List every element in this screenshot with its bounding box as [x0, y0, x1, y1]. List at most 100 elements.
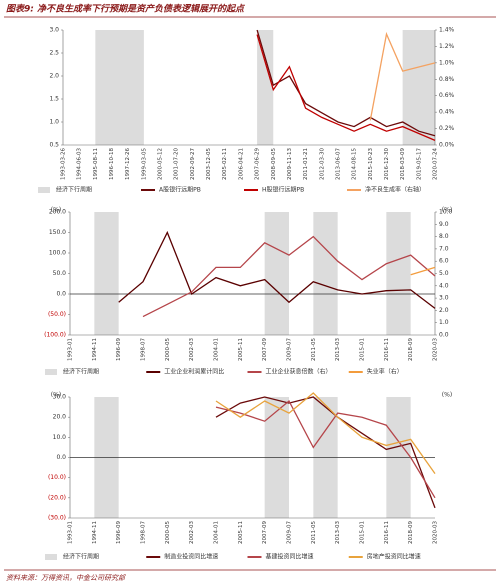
y-tick-label: 2.0	[49, 73, 59, 80]
y2-unit: (%)	[442, 392, 452, 399]
x-tick-label: 2007-06-29	[255, 148, 261, 180]
y-tick-label: 0.5	[49, 142, 59, 149]
y2-unit: (%)	[442, 207, 452, 214]
x-tick-label: 2000-05	[165, 521, 171, 544]
legend-label: 经济下行周期	[63, 553, 99, 561]
y-tick-label: 200.0	[49, 209, 66, 216]
x-tick-label: 2012-03-30	[319, 148, 325, 180]
x-tick-label: 2005-11	[238, 521, 244, 544]
y2-tick-label: 0.0	[439, 332, 449, 339]
y2-tick-label: 3.0	[439, 295, 449, 302]
x-tick-label: 2016-11	[384, 338, 390, 361]
x-tick-label: 2018-09	[408, 338, 414, 361]
y-tick-label: (100.0)	[44, 332, 66, 339]
legend-swatch	[45, 554, 57, 560]
legend-label: 基建投资同比增速	[266, 553, 314, 561]
series-line	[256, 29, 436, 137]
y2-tick-label: 4.0	[439, 282, 449, 289]
y2-tick-label: 0.0%	[439, 142, 455, 149]
legend-label: 经济下行周期	[63, 368, 99, 376]
y-tick-label: 10.0	[53, 434, 67, 441]
source-note: 资料来源：万得资讯，中金公司研究部	[6, 574, 126, 582]
y-tick-label: 0.0	[56, 454, 66, 461]
y-tick-label: 3.0	[49, 27, 59, 34]
legend-label: A股银行远期PB	[159, 186, 201, 194]
x-tick-label: 2004-01	[214, 338, 220, 361]
series-line	[410, 266, 436, 276]
x-tick-label: 1997-12-26	[125, 148, 131, 180]
x-tick-label: 1993-01	[68, 521, 74, 544]
legend-label: 房地产投资同比增速	[367, 553, 421, 561]
x-tick-label: 1996-09	[116, 338, 122, 361]
y-tick-label: 30.0	[53, 394, 67, 401]
x-tick-label: 2014-08-15	[352, 148, 358, 180]
x-tick-label: 2007-09	[262, 338, 268, 361]
legend-label: 经济下行周期	[56, 186, 92, 194]
x-tick-label: 2011-01-21	[303, 148, 309, 180]
legend-swatch	[45, 369, 57, 375]
x-tick-label: 2016-12-30	[384, 148, 390, 180]
x-tick-label: 2016-11	[384, 521, 390, 544]
x-tick-label: 1996-09	[116, 521, 122, 544]
x-tick-label: 2011-05	[311, 521, 317, 544]
y-unit: (%)	[51, 392, 61, 399]
y2-tick-label: 2.0	[439, 307, 449, 314]
y-tick-label: 0.0	[56, 291, 66, 298]
x-tick-label: 1993-03-26	[61, 148, 67, 180]
x-tick-label: 2020-03	[433, 521, 439, 544]
x-tick-label: 2006-04-21	[238, 148, 244, 180]
y-tick-label: 100.0	[49, 250, 66, 257]
y-tick-label: 1.0	[49, 119, 59, 126]
legend-label: 工业企业利润累计同比	[164, 368, 224, 376]
x-tick-label: 2007-09	[262, 521, 268, 544]
y-tick-label: (20.0)	[48, 494, 66, 501]
x-tick-label: 2002-03	[189, 521, 195, 544]
x-tick-label: 2013-03	[335, 338, 341, 361]
x-tick-label: 2000-05	[165, 338, 171, 361]
y2-tick-label: 9.0	[439, 221, 449, 228]
x-tick-label: 2009-07	[287, 338, 293, 361]
y2-tick-label: 6.0	[439, 258, 449, 265]
legend-label: 制造业投资同比增速	[164, 553, 218, 561]
x-tick-label: 2005-11	[238, 338, 244, 361]
y-tick-label: (50.0)	[48, 311, 66, 318]
x-tick-label: 1994-11	[92, 338, 98, 361]
y2-tick-label: 7.0	[439, 245, 449, 252]
y-tick-label: (30.0)	[48, 515, 66, 522]
y-tick-label: 1.5	[49, 96, 59, 103]
x-tick-label: 2020-07-24	[433, 148, 439, 180]
x-tick-label: 1993-01	[68, 338, 74, 361]
y2-tick-label: 0.2%	[439, 125, 455, 132]
series-line	[118, 230, 436, 309]
y2-tick-label: 0.8%	[439, 76, 455, 83]
y-tick-label: 150.0	[49, 229, 66, 236]
x-tick-label: 2002-09-27	[190, 148, 196, 180]
y2-tick-label: 1.4%	[439, 27, 455, 34]
downturn-band	[264, 212, 289, 335]
x-tick-label: 1995-08-11	[93, 148, 99, 180]
series-line	[215, 396, 436, 509]
legend-swatch	[38, 187, 50, 193]
legend-label: 失业率（右）	[367, 368, 403, 376]
legend-label: H股银行远期PB	[262, 186, 304, 194]
y2-tick-label: 0.4%	[439, 109, 455, 116]
x-tick-label: 2005-02-11	[222, 148, 228, 180]
y2-tick-label: 1.2%	[439, 43, 455, 50]
y2-tick-label: 0.6%	[439, 92, 455, 99]
legend-label: 工业企业获息倍数（右）	[266, 368, 332, 376]
figure-title: 图表9: 净不良生成率下行预期是资产负债表逻辑展开的起点	[6, 4, 246, 15]
downturn-band	[94, 212, 119, 335]
downturn-band	[402, 30, 435, 145]
x-tick-label: 2015-10-23	[368, 148, 374, 180]
x-tick-label: 2018-03-09	[400, 148, 406, 180]
series-line	[215, 399, 436, 499]
downturn-band	[95, 30, 144, 145]
y2-tick-label: 1.0	[439, 319, 449, 326]
series-line	[142, 235, 436, 318]
series-line	[256, 34, 436, 141]
downturn-band	[257, 30, 274, 145]
x-tick-label: 2013-03	[335, 521, 341, 544]
x-tick-label: 1994-11	[92, 521, 98, 544]
downturn-band	[313, 212, 338, 335]
